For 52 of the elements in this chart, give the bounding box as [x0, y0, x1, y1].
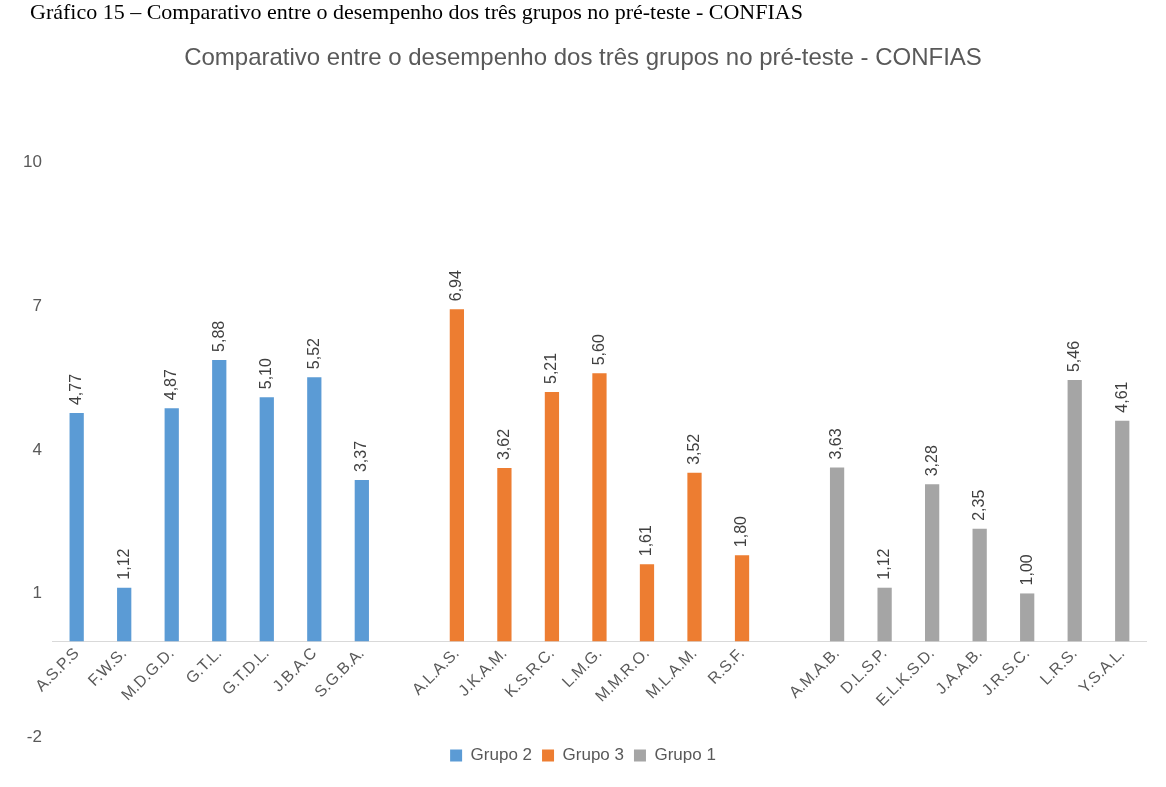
data-label: 4,87: [162, 369, 180, 401]
bar: [734, 555, 750, 642]
bar: [639, 564, 655, 642]
data-label: 5,10: [257, 358, 275, 390]
data-label: 5,46: [1065, 340, 1083, 373]
data-label: 1,80: [732, 515, 750, 548]
bar: [544, 392, 560, 642]
bar: [307, 377, 322, 642]
chart-title: Comparativo entre o desempenho dos três grupos no pré-teste - CONFIAS: [184, 43, 982, 71]
data-label: 1,00: [1017, 554, 1035, 586]
y-tick-label: 4: [32, 439, 42, 459]
bar: [164, 408, 179, 642]
data-label: 3,62: [494, 428, 512, 461]
legend-label: Grupo 2: [470, 745, 533, 765]
bar: [925, 484, 940, 642]
bar: [687, 472, 702, 642]
data-label: 5,60: [589, 334, 607, 366]
bar: [972, 528, 987, 642]
data-label: 4,77: [67, 373, 85, 406]
bar: [829, 467, 845, 642]
data-label: 4,61: [1112, 381, 1130, 413]
data-label: 5,88: [209, 320, 227, 352]
data-label: 6,94: [447, 269, 465, 302]
bar: [592, 373, 607, 642]
y-tick-label: -2: [26, 726, 42, 746]
bar: [354, 480, 369, 642]
bar: [1067, 380, 1082, 642]
bar: [212, 359, 227, 642]
data-label: 1,61: [637, 525, 655, 557]
bar: [1020, 593, 1035, 642]
data-label: 3,37: [352, 440, 370, 473]
legend-label: Grupo 1: [654, 745, 716, 765]
data-label: 3,28: [922, 445, 940, 477]
bar: [117, 587, 132, 642]
y-tick-label: 10: [22, 152, 42, 172]
text: Gráfico 15 – Comparativo entre o desempenho dos três grupos no pré-teste - CONFIAS: [29, 0, 804, 24]
data-label: 3,63: [827, 428, 845, 460]
data-label: 2,35: [970, 489, 988, 521]
bar: [497, 468, 512, 642]
data-label: 1,12: [114, 548, 132, 580]
y-tick-label: 1: [32, 583, 42, 603]
bar: [449, 309, 465, 642]
y-tick-label: 7: [32, 296, 42, 316]
bar: [1115, 420, 1130, 642]
data-label: 1,12: [875, 548, 893, 580]
legend-label: Grupo 3: [562, 745, 624, 765]
bar: [259, 397, 274, 642]
data-label: 5,21: [542, 352, 560, 384]
bar: [69, 413, 84, 642]
bar: [877, 587, 892, 642]
data-label: 5,52: [304, 337, 322, 370]
data-label: 3,52: [684, 433, 702, 465]
